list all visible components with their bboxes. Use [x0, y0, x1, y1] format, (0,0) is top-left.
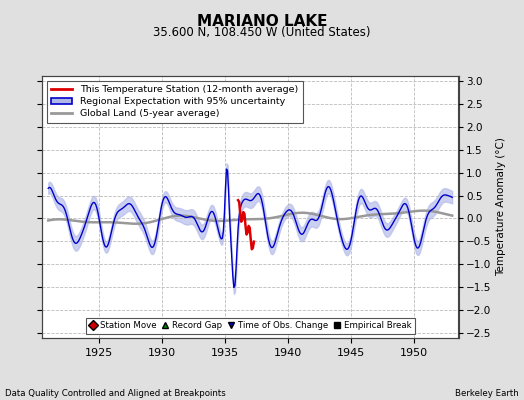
Text: Berkeley Earth: Berkeley Earth	[455, 389, 519, 398]
Legend: Station Move, Record Gap, Time of Obs. Change, Empirical Break: Station Move, Record Gap, Time of Obs. C…	[85, 318, 415, 334]
Y-axis label: Temperature Anomaly (°C): Temperature Anomaly (°C)	[496, 138, 506, 276]
Text: Data Quality Controlled and Aligned at Breakpoints: Data Quality Controlled and Aligned at B…	[5, 389, 226, 398]
Text: MARIANO LAKE: MARIANO LAKE	[196, 14, 328, 29]
Text: 35.600 N, 108.450 W (United States): 35.600 N, 108.450 W (United States)	[153, 26, 371, 39]
